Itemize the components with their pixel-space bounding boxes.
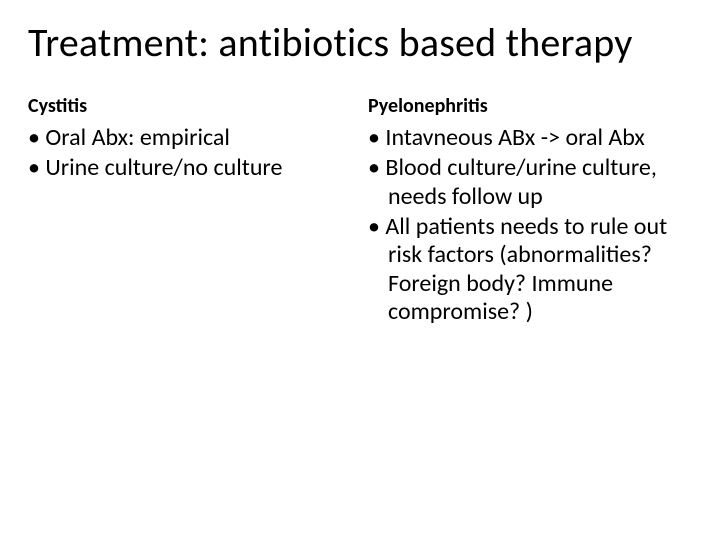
right-heading: Pyelonephritis xyxy=(368,94,692,118)
left-bullet-list: Oral Abx: empirical Urine culture/no cul… xyxy=(28,124,352,183)
list-item: All patients needs to rule out risk fact… xyxy=(368,213,692,326)
content-columns: Cystitis Oral Abx: empirical Urine cultu… xyxy=(28,94,692,328)
right-bullet-list: Intavneous ABx -> oral Abx Blood culture… xyxy=(368,124,692,326)
left-column: Cystitis Oral Abx: empirical Urine cultu… xyxy=(28,94,352,328)
list-item: Intavneous ABx -> oral Abx xyxy=(368,124,692,152)
left-heading: Cystitis xyxy=(28,94,352,118)
list-item: Blood culture/urine culture, needs follo… xyxy=(368,154,692,211)
slide-title: Treatment: antibiotics based therapy xyxy=(28,20,692,66)
slide: Treatment: antibiotics based therapy Cys… xyxy=(0,0,720,540)
list-item: Oral Abx: empirical xyxy=(28,124,352,152)
list-item: Urine culture/no culture xyxy=(28,154,352,182)
right-column: Pyelonephritis Intavneous ABx -> oral Ab… xyxy=(368,94,692,328)
